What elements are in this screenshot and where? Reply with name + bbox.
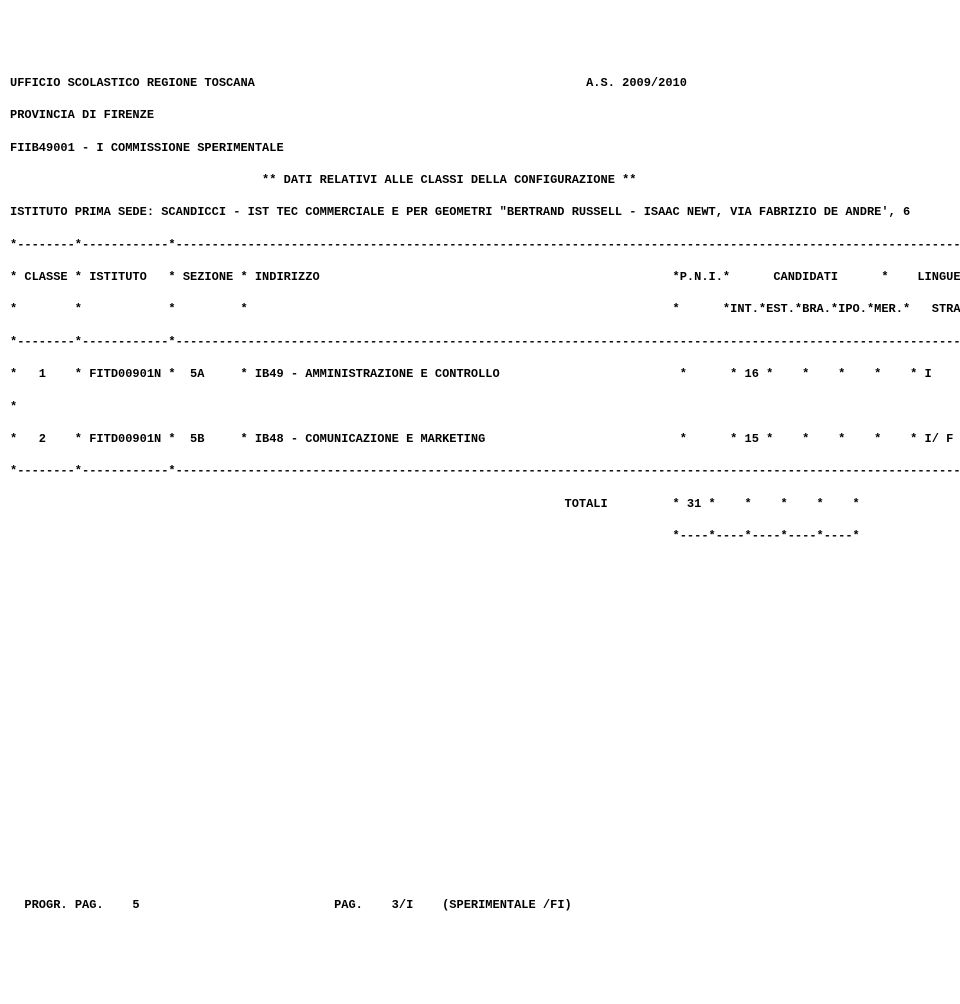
table-row-1: * 1 * FITD00901N * 5A * IB49 - AMMINISTR… — [10, 366, 950, 382]
title-line: ** DATI RELATIVI ALLE CLASSI DELLA CONFI… — [10, 172, 950, 188]
page-footer: PROGR. PAG. 5 PAG. 3/I (SPERIMENTALE /FI… — [10, 897, 950, 913]
table-bottom-divider: *--------*------------*-----------------… — [10, 463, 950, 479]
table-header-1: * CLASSE * ISTITUTO * SEZIONE * INDIRIZZ… — [10, 269, 950, 285]
table-top-divider: *--------*------------*-----------------… — [10, 237, 950, 253]
totals-line: TOTALI * 31 * * * * * — [10, 496, 950, 512]
institute-line: ISTITUTO PRIMA SEDE: SCANDICCI - IST TEC… — [10, 204, 950, 220]
school-year: A.S. 2009/2010 — [586, 76, 687, 90]
totals-bottom: *----*----*----*----*----* — [10, 528, 950, 544]
footer-left: PROGR. PAG. 5 — [24, 898, 139, 912]
table-header-2: * * * * * *INT.*EST.*BRA.*IPO.*MER.* STR… — [10, 301, 950, 317]
province-line: PROVINCIA DI FIRENZE — [10, 107, 950, 123]
commission-line: FIIB49001 - I COMMISSIONE SPERIMENTALE — [10, 140, 950, 156]
table-row-gap: * * — [10, 399, 950, 415]
footer-mid: PAG. 3/I — [334, 898, 413, 912]
table-row-2: * 2 * FITD00901N * 5B * IB48 - COMUNICAZ… — [10, 431, 950, 447]
table-mid-divider: *--------*------------*-----------------… — [10, 334, 950, 350]
office-line: UFFICIO SCOLASTICO REGIONE TOSCANA A.S. … — [10, 75, 950, 91]
footer-right: (SPERIMENTALE /FI) — [442, 898, 572, 912]
office-name: UFFICIO SCOLASTICO REGIONE TOSCANA — [10, 76, 255, 90]
config-title: ** DATI RELATIVI ALLE CLASSI DELLA CONFI… — [262, 173, 636, 187]
